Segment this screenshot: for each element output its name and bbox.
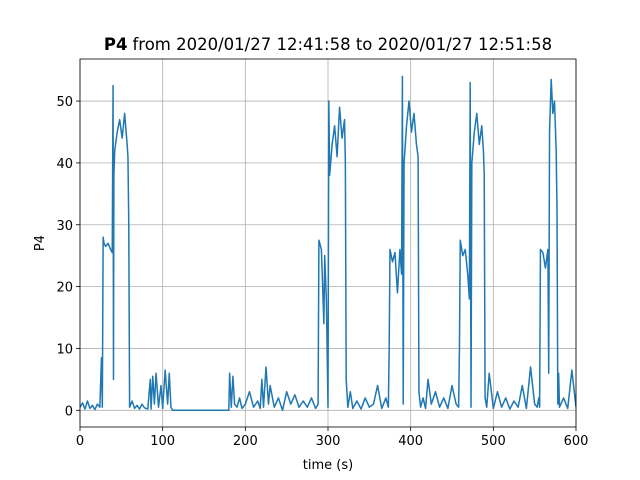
x-tick-label: 500 [481, 434, 506, 449]
x-axis-label: time (s) [303, 458, 353, 473]
x-tick-label: 200 [233, 434, 258, 449]
x-tick-label: 100 [150, 434, 175, 449]
plot-area [80, 75, 576, 412]
x-tick-label: 300 [316, 434, 341, 449]
x-tick-label: 0 [76, 434, 84, 449]
ticks: 0 100 200 300 400 500 600 0 10 20 30 40 50 [56, 95, 588, 449]
data-line [80, 75, 576, 412]
x-tick-label: 400 [398, 434, 423, 449]
y-axis-label: P4 [33, 235, 48, 251]
y-tick-label: 30 [56, 219, 73, 234]
chart-title: P4 from 2020/01/27 12:41:58 to 2020/01/27… [104, 35, 552, 54]
grid [79, 59, 577, 427]
y-tick-label: 10 [56, 342, 73, 357]
y-tick-label: 50 [56, 95, 73, 110]
title-rest: from 2020/01/27 12:41:58 to 2020/01/27 1… [132, 35, 552, 54]
x-tick-label: 600 [564, 434, 589, 449]
title-bold: P4 [104, 35, 128, 54]
y-tick-label: 40 [56, 157, 73, 172]
y-tick-label: 20 [56, 281, 73, 296]
y-tick-label: 0 [65, 404, 73, 419]
